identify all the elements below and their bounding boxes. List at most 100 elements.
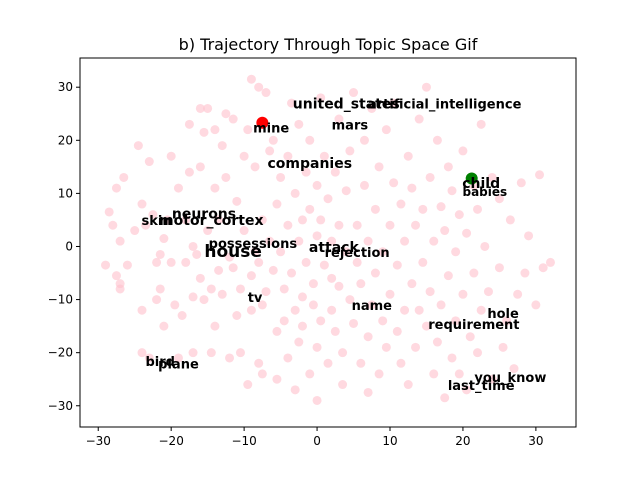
background-point — [228, 263, 238, 273]
word-label: attack — [309, 240, 360, 256]
background-point — [225, 353, 235, 363]
background-point — [494, 263, 504, 273]
background-point — [294, 337, 304, 347]
background-point — [432, 135, 442, 145]
background-point — [210, 321, 220, 331]
background-point — [184, 119, 194, 129]
background-point — [487, 172, 497, 182]
background-point — [294, 236, 304, 246]
background-point — [520, 268, 530, 278]
word-label: companies — [267, 156, 352, 172]
background-point — [396, 199, 406, 209]
background-point — [429, 369, 439, 379]
background-point — [159, 234, 169, 244]
plot-frame — [79, 57, 577, 428]
background-point — [465, 332, 475, 342]
background-point — [400, 305, 410, 315]
background-point — [447, 353, 457, 363]
background-point — [403, 151, 413, 161]
y-tick-label: −10 — [48, 293, 73, 307]
background-point — [458, 289, 468, 299]
background-point — [381, 342, 391, 352]
background-point — [509, 364, 519, 374]
background-point — [392, 260, 402, 270]
word-label: neurons — [172, 206, 236, 222]
background-point — [316, 215, 326, 225]
background-point — [254, 257, 264, 267]
background-point — [115, 284, 125, 294]
background-point — [243, 380, 253, 390]
background-point — [261, 287, 271, 297]
background-point — [287, 98, 297, 108]
background-point — [257, 215, 267, 225]
background-point — [195, 162, 205, 172]
background-point — [451, 316, 461, 326]
background-point — [283, 353, 293, 363]
background-point — [494, 194, 504, 204]
background-point — [308, 300, 318, 310]
background-point — [272, 326, 282, 336]
background-point — [228, 114, 238, 124]
background-point — [367, 300, 377, 310]
x-tick-label: 30 — [528, 434, 543, 448]
background-point — [316, 93, 326, 103]
background-point — [349, 88, 359, 98]
background-point — [203, 226, 213, 236]
background-point — [254, 82, 264, 92]
background-point — [505, 215, 515, 225]
background-point — [265, 146, 275, 156]
background-point — [414, 305, 424, 315]
background-point — [349, 318, 359, 328]
background-point — [338, 380, 348, 390]
background-point — [144, 157, 154, 167]
x-tick-label: 10 — [382, 434, 397, 448]
background-point — [341, 186, 351, 196]
background-point — [283, 220, 293, 230]
background-point — [246, 271, 256, 281]
word-label: plane — [158, 358, 199, 373]
background-point — [192, 249, 202, 259]
word-label: skin — [142, 214, 172, 229]
background-point — [334, 114, 344, 124]
background-point — [370, 204, 380, 214]
background-point — [221, 109, 231, 119]
background-point — [232, 196, 242, 206]
background-point — [341, 247, 351, 257]
background-point — [323, 358, 333, 368]
background-point — [199, 295, 209, 305]
background-point — [239, 151, 249, 161]
background-point — [155, 249, 165, 259]
y-tick-label: 0 — [65, 239, 73, 253]
background-point — [130, 226, 140, 236]
background-point — [327, 273, 337, 283]
background-point — [276, 247, 286, 257]
background-point — [316, 316, 326, 326]
background-point — [414, 114, 424, 124]
word-label: requirement — [428, 318, 519, 333]
background-point — [334, 220, 344, 230]
background-point — [458, 146, 468, 156]
background-point — [363, 236, 373, 246]
background-point — [239, 226, 249, 236]
background-point — [359, 135, 369, 145]
background-point — [119, 172, 129, 182]
y-tick-label: 10 — [58, 186, 73, 200]
background-point — [356, 279, 366, 289]
background-point — [352, 220, 362, 230]
background-point — [400, 236, 410, 246]
background-point — [425, 287, 435, 297]
background-point — [436, 202, 446, 212]
background-point — [283, 151, 293, 161]
y-tick-label: 20 — [58, 133, 73, 147]
background-point — [214, 265, 224, 275]
background-point — [425, 172, 435, 182]
background-point — [330, 326, 340, 336]
background-point — [432, 337, 442, 347]
background-point — [268, 135, 278, 145]
word-label: possessions — [209, 237, 298, 252]
axes: −30 −20 −10 0 10 20 30 −30 −20 −10 0 10 20 30 — [48, 57, 577, 448]
background-point — [166, 257, 176, 267]
background-point — [133, 141, 143, 151]
background-point — [111, 183, 121, 193]
background-point — [287, 268, 297, 278]
